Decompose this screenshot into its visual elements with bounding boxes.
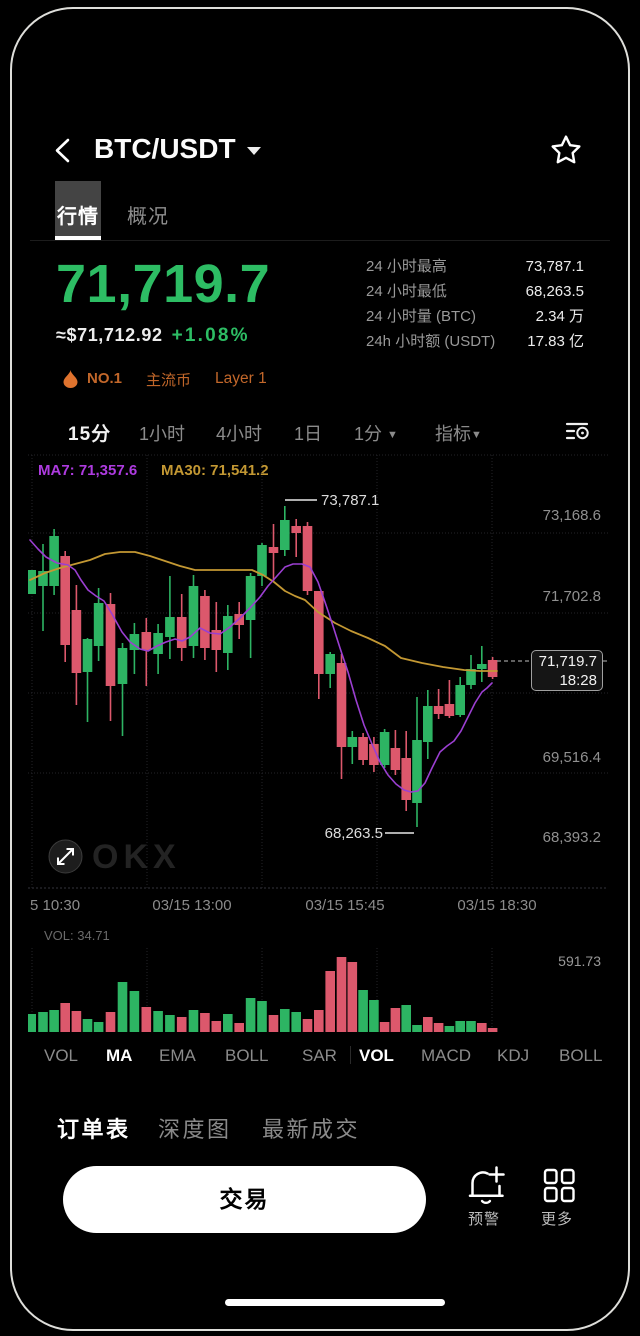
svg-text:69,516.4: 69,516.4 (543, 749, 601, 766)
svg-text:73,787.1: 73,787.1 (321, 492, 379, 509)
svg-text:68,263.5: 68,263.5 (325, 825, 383, 842)
svg-text:71,702.8: 71,702.8 (543, 588, 601, 605)
svg-text:68,393.2: 68,393.2 (543, 829, 601, 846)
svg-text:73,168.6: 73,168.6 (543, 507, 601, 524)
